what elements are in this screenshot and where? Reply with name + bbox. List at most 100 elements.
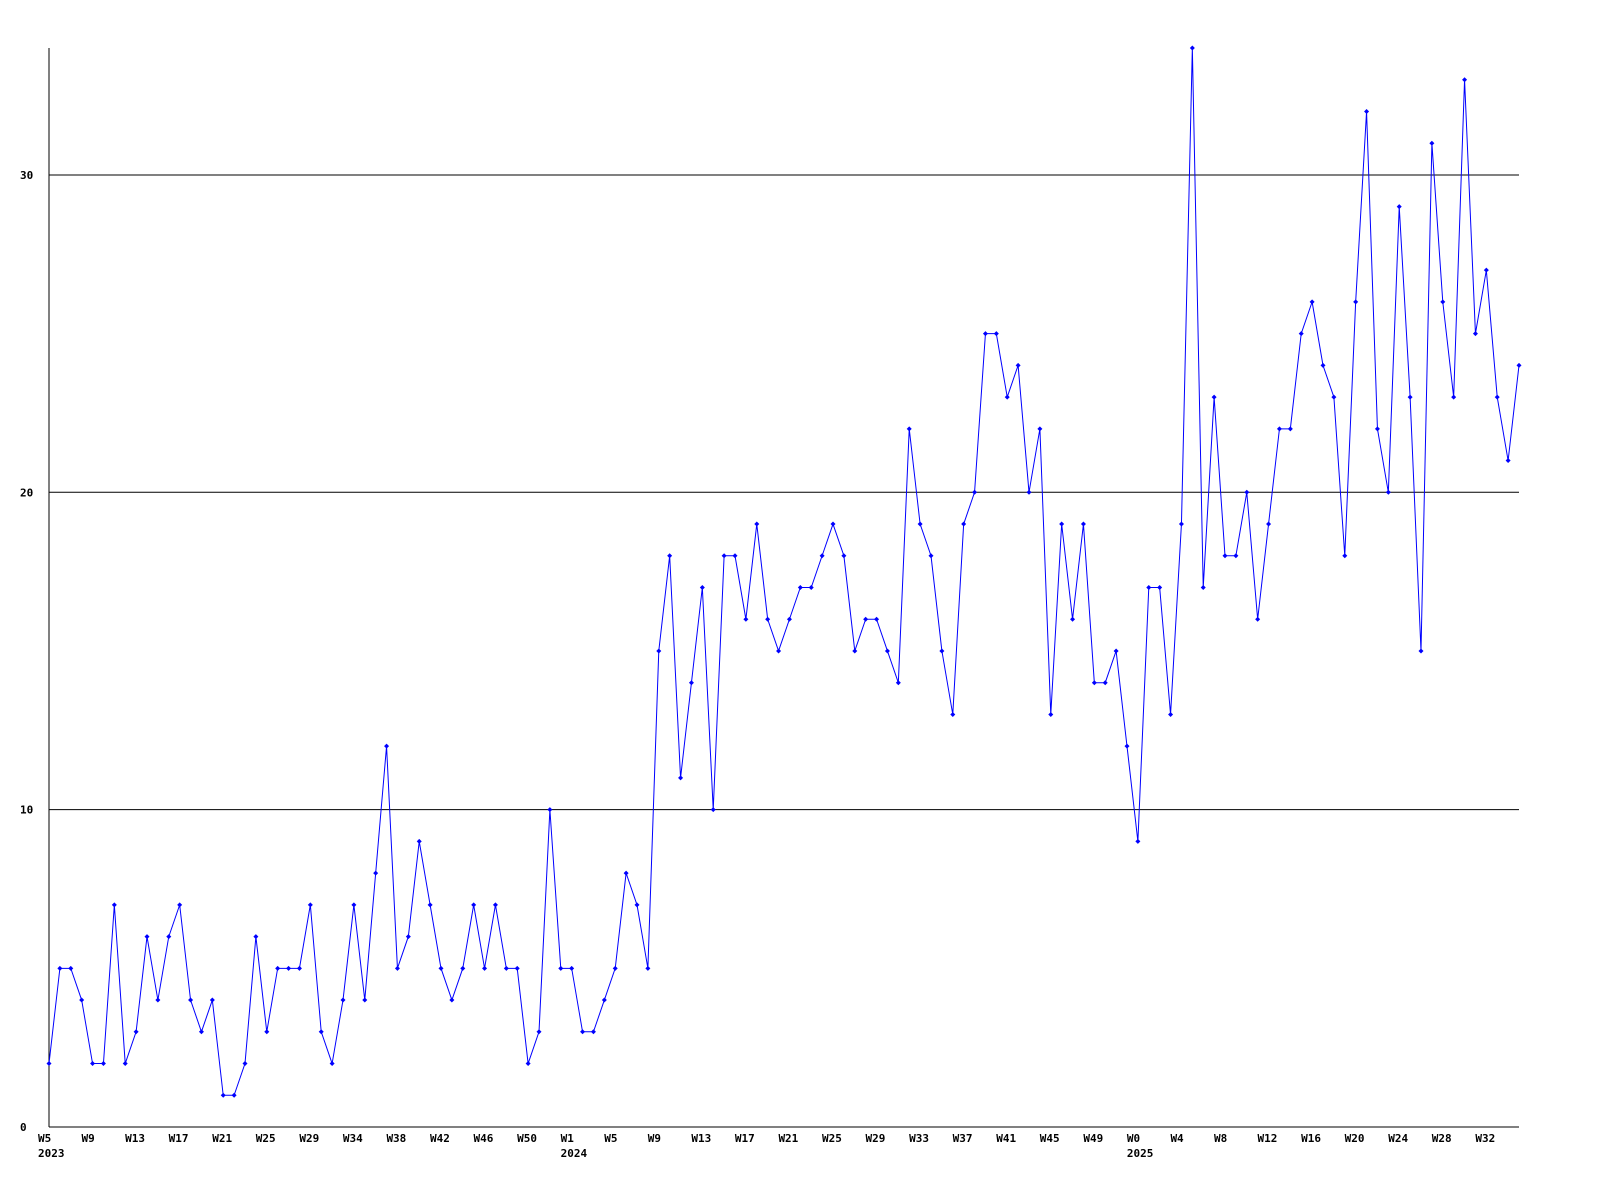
point-marker xyxy=(1342,553,1348,559)
point-marker xyxy=(1015,362,1021,368)
point-marker xyxy=(645,965,651,971)
x-tick-label: W9 xyxy=(648,1132,661,1145)
point-marker xyxy=(754,521,760,527)
point-marker xyxy=(362,997,368,1003)
point-marker xyxy=(852,648,858,654)
point-marker xyxy=(144,934,150,940)
point-marker xyxy=(460,965,466,971)
point-marker xyxy=(264,1029,270,1035)
point-marker xyxy=(1102,680,1108,686)
point-marker xyxy=(1048,711,1054,717)
point-marker xyxy=(874,616,880,622)
point-marker xyxy=(1037,426,1043,432)
point-marker xyxy=(1396,204,1402,210)
point-marker xyxy=(1472,331,1478,337)
point-marker xyxy=(275,965,281,971)
point-marker xyxy=(1331,394,1337,400)
x-tick-label: W17 xyxy=(169,1132,189,1145)
point-marker xyxy=(286,965,292,971)
point-marker xyxy=(982,331,988,337)
point-marker xyxy=(220,1092,226,1098)
point-marker xyxy=(122,1061,128,1067)
point-marker xyxy=(688,680,694,686)
point-marker xyxy=(1135,838,1141,844)
x-tick-label: W45 xyxy=(1040,1132,1060,1145)
point-marker xyxy=(416,838,422,844)
x-tick-label: W50 xyxy=(517,1132,537,1145)
point-marker xyxy=(492,902,498,908)
point-marker xyxy=(950,711,956,717)
point-marker xyxy=(231,1092,237,1098)
point-marker xyxy=(1298,331,1304,337)
point-marker xyxy=(307,902,313,908)
point-marker xyxy=(1353,299,1359,305)
point-marker xyxy=(1059,521,1065,527)
point-marker xyxy=(732,553,738,559)
point-marker xyxy=(438,965,444,971)
point-marker xyxy=(667,553,673,559)
x-tick-label: W34 xyxy=(343,1132,363,1145)
x-tick-label: W20 xyxy=(1345,1132,1365,1145)
point-marker xyxy=(536,1029,542,1035)
point-marker xyxy=(1494,394,1500,400)
x-tick-label: W29 xyxy=(299,1132,319,1145)
point-marker xyxy=(1309,299,1315,305)
point-marker xyxy=(972,489,978,495)
x-tick-label: W24 xyxy=(1388,1132,1408,1145)
point-marker xyxy=(1244,489,1250,495)
x-tick-label: W49 xyxy=(1083,1132,1103,1145)
point-marker xyxy=(1429,140,1435,146)
x-tick-label: W28 xyxy=(1432,1132,1452,1145)
x-tick-label: W21 xyxy=(778,1132,798,1145)
point-marker xyxy=(209,997,215,1003)
point-marker xyxy=(1200,585,1206,590)
point-marker xyxy=(253,934,259,940)
x-tick-label: W46 xyxy=(474,1132,494,1145)
point-marker xyxy=(427,902,433,908)
x-tick-label: W32 xyxy=(1475,1132,1495,1145)
point-marker xyxy=(1004,394,1010,400)
point-marker xyxy=(90,1061,96,1067)
point-marker xyxy=(79,997,85,1003)
point-marker xyxy=(1113,648,1119,654)
point-marker xyxy=(710,807,716,813)
point-marker xyxy=(1157,585,1163,590)
point-marker xyxy=(318,1029,324,1035)
point-marker xyxy=(1516,362,1522,368)
year-label: 2023 xyxy=(38,1147,65,1160)
point-marker xyxy=(482,965,488,971)
point-marker xyxy=(786,616,792,622)
point-marker xyxy=(1211,394,1217,400)
point-marker xyxy=(1320,362,1326,368)
x-tick-label: W9 xyxy=(82,1132,95,1145)
x-tick-label: W4 xyxy=(1170,1132,1184,1145)
point-marker xyxy=(841,553,847,559)
point-marker xyxy=(1168,711,1174,717)
point-marker xyxy=(351,902,357,908)
point-marker xyxy=(394,965,400,971)
point-marker xyxy=(1233,553,1239,559)
point-marker xyxy=(819,553,825,559)
point-marker xyxy=(917,521,923,527)
point-marker xyxy=(1451,394,1457,400)
point-marker xyxy=(928,553,934,559)
x-tick-label: W0 xyxy=(1127,1132,1140,1145)
point-marker xyxy=(133,1029,139,1035)
year-label: 2024 xyxy=(561,1147,588,1160)
point-marker xyxy=(830,521,836,527)
point-marker xyxy=(1080,521,1086,527)
point-marker xyxy=(373,870,379,876)
point-marker xyxy=(471,902,477,908)
point-marker xyxy=(525,1061,531,1067)
y-tick-label: 10 xyxy=(20,804,33,817)
point-marker xyxy=(329,1061,335,1067)
point-marker xyxy=(340,997,346,1003)
x-tick-label: W29 xyxy=(866,1132,886,1145)
series-line xyxy=(48,47,1520,1096)
x-tick-label: W5 xyxy=(604,1132,617,1145)
point-marker xyxy=(188,997,194,1003)
point-marker xyxy=(765,616,771,622)
x-tick-label: W25 xyxy=(822,1132,842,1145)
point-marker xyxy=(1374,426,1380,432)
